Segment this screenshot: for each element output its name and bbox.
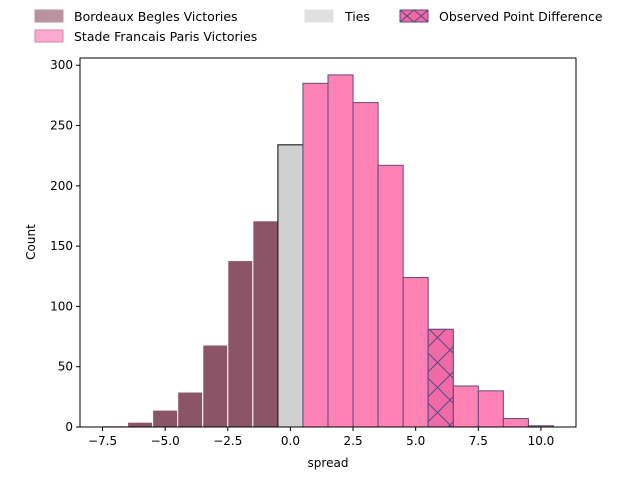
- y-tick-label: 100: [50, 299, 73, 313]
- y-tick-label: 250: [50, 119, 73, 133]
- legend-label-stade: Stade Francais Paris Victories: [74, 29, 257, 44]
- bar-bordeaux-begles-victories-2: [152, 409, 179, 428]
- x-tick-label: −7.5: [88, 434, 117, 448]
- legend-item-bordeaux: Bordeaux Begles Victories: [34, 9, 238, 24]
- bar-observed-hatch: [428, 329, 454, 427]
- y-axis-ticks: 0 50 100 150 200 250 300: [50, 58, 80, 434]
- bar-stade-francais-paris-victories-1: [327, 74, 354, 428]
- legend-swatch-bordeaux: [34, 9, 64, 23]
- legend: Bordeaux Begles Victories Stade Francais…: [34, 9, 603, 44]
- x-tick-label: 2.5: [344, 434, 363, 448]
- bar-bordeaux-begles-victories-3: [177, 391, 204, 428]
- bar-bordeaux-begles-victories-4: [202, 344, 229, 428]
- legend-item-ties: Ties: [304, 9, 370, 24]
- bar-stade-francais-paris-victories-0: [302, 82, 329, 428]
- y-tick-label: 200: [50, 179, 73, 193]
- legend-swatch-observed: [399, 9, 429, 23]
- y-tick-label: 150: [50, 239, 73, 253]
- y-tick-label: 50: [58, 360, 73, 374]
- legend-label-bordeaux: Bordeaux Begles Victories: [74, 9, 238, 24]
- legend-swatch-stade: [34, 29, 64, 43]
- y-tick-label: 0: [65, 420, 73, 434]
- legend-swatch-ties: [304, 9, 334, 23]
- legend-item-stade: Stade Francais Paris Victories: [34, 29, 257, 44]
- bar-stade-francais-paris-victories-8: [502, 418, 529, 428]
- y-tick-label: 300: [50, 58, 73, 72]
- bar-bordeaux-begles-victories-1: [127, 421, 154, 428]
- bar-stade-francais-paris-victories-7: [477, 390, 504, 428]
- bar-stade-francais-paris-victories-2: [352, 102, 379, 428]
- x-tick-label: 5.0: [406, 434, 425, 448]
- legend-label-ties: Ties: [344, 9, 370, 24]
- bar-stade-francais-paris-victories-4: [402, 276, 429, 428]
- x-tick-label: 10.0: [528, 434, 555, 448]
- x-tick-label: −5.0: [151, 434, 180, 448]
- x-axis-label: spread: [308, 456, 349, 470]
- x-tick-label: −2.5: [213, 434, 242, 448]
- legend-label-observed: Observed Point Difference: [439, 9, 603, 24]
- legend-item-observed: Observed Point Difference: [399, 9, 603, 24]
- plot-frame: [79, 57, 577, 428]
- bar-bordeaux-begles-victories-5: [227, 260, 254, 428]
- x-tick-label: 0.0: [281, 434, 300, 448]
- bar-stade-francais-paris-victories-3: [377, 164, 404, 428]
- bar-bordeaux-begles-victories-6: [252, 220, 279, 428]
- legend-swatch-observed-hatch: [399, 9, 429, 23]
- bar-stade-francais-paris-victories-6: [452, 385, 479, 428]
- y-axis-label: Count: [24, 224, 38, 260]
- x-axis-ticks: −7.5 −5.0 −2.5 0.0 2.5 5.0 7.5 10.0: [88, 427, 554, 448]
- bar-ties-0: [277, 144, 304, 428]
- x-tick-label: 7.5: [469, 434, 488, 448]
- bars-layer: [102, 74, 554, 428]
